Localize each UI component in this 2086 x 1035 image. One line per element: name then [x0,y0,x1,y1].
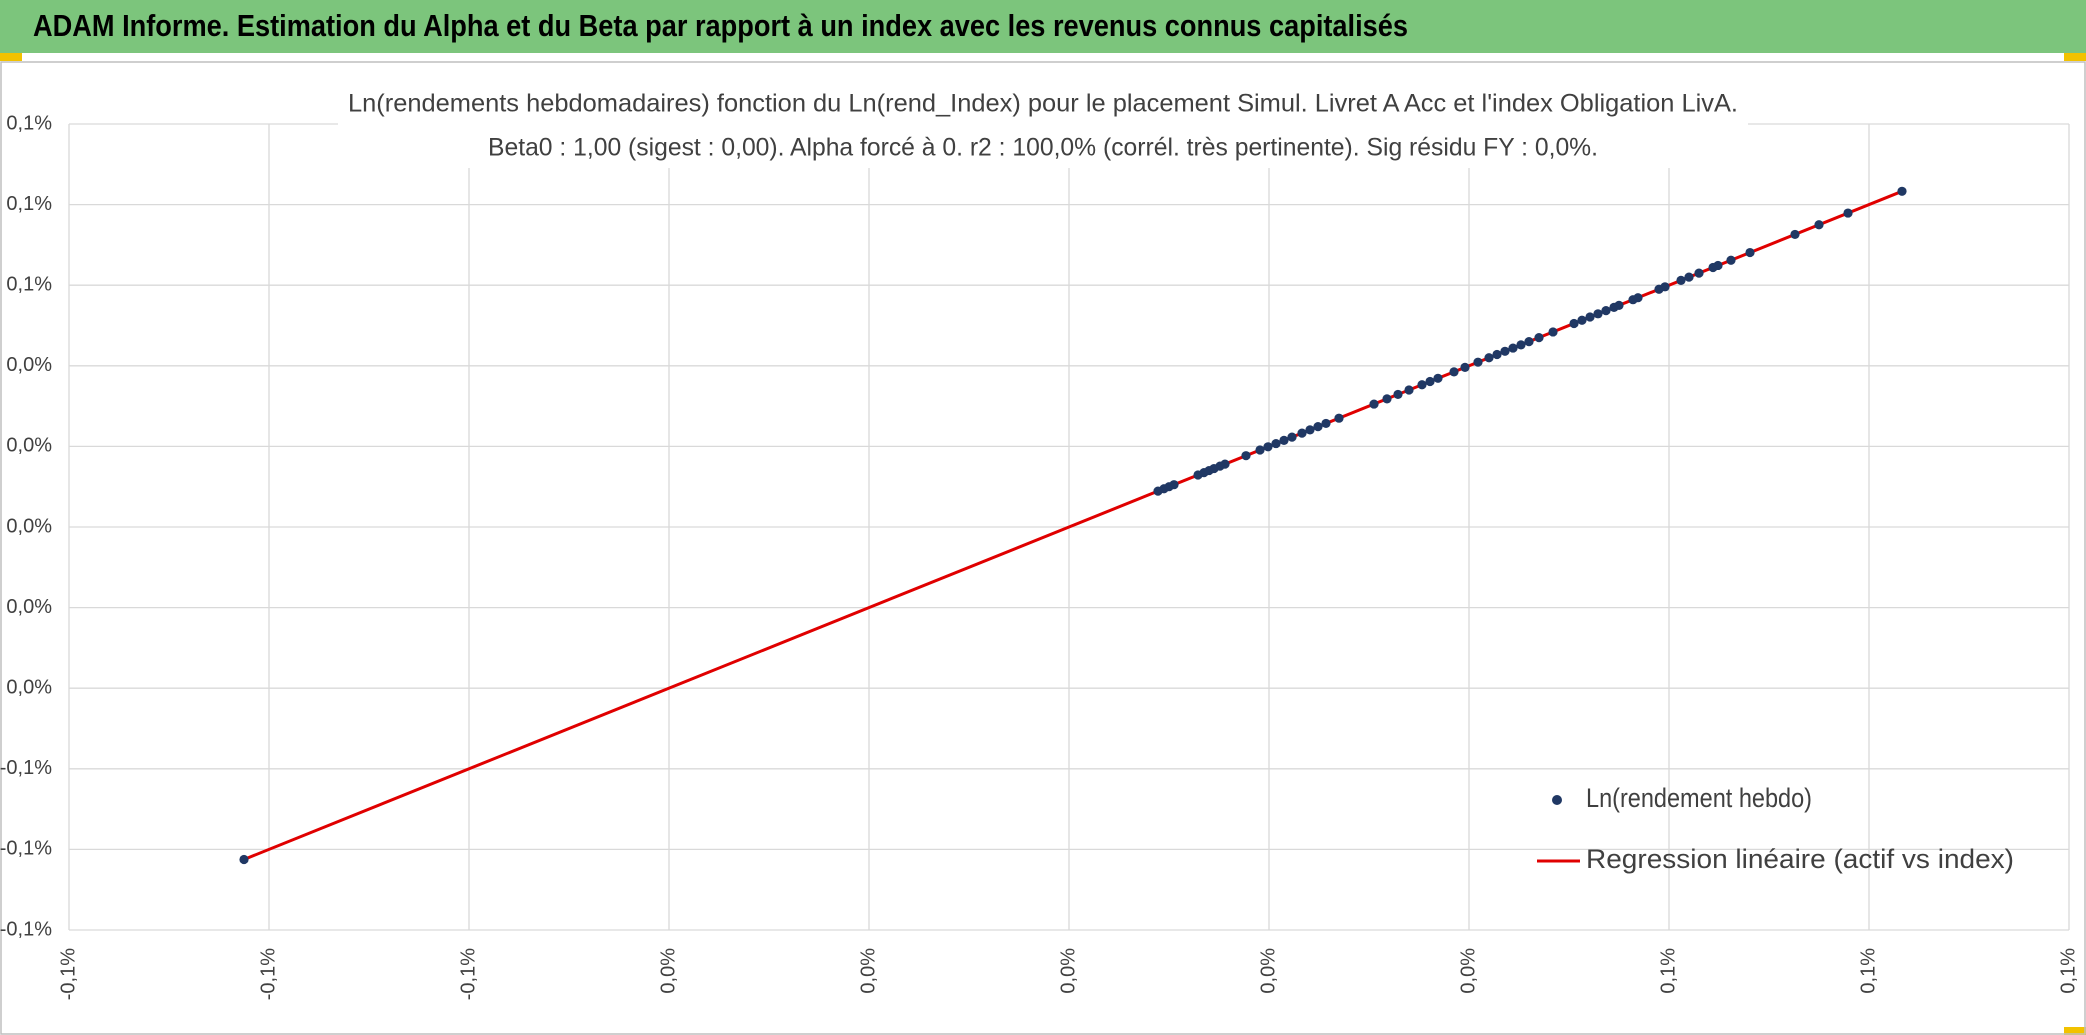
y-tick-label: 0,0% [6,435,52,457]
corner [2064,1027,2086,1035]
data-point [1593,309,1603,319]
data-point [1460,362,1470,373]
x-tick-label: 0,0% [1057,948,1079,994]
data-point [1726,255,1736,265]
data-point [1790,229,1800,240]
x-tick-label: 0,1% [1857,948,1879,994]
data-point [1684,272,1694,282]
data-point [1676,275,1686,285]
header-title: ADAM Informe. Estimation du Alpha et du … [33,8,1408,43]
data-point [1601,305,1611,316]
data-point [1633,293,1643,303]
x-tick-label: 0,0% [657,948,679,994]
data-point [1843,208,1853,218]
x-tick-label: 0,0% [857,948,879,994]
chart-subtitle: Beta0 : 1,00 (sigest : 0,00). Alpha forc… [488,134,1598,162]
data-point [1241,451,1251,461]
data-point [1297,428,1307,438]
x-tick-label: -0,1% [257,948,279,1000]
plot: -0,1%-0,1%-0,1%0,0%0,0%0,0%0,0%0,0%0,1%0… [0,112,2079,1000]
data-point [1745,247,1755,258]
y-tick-label: 0,0% [6,354,52,376]
legend-swatch [1552,795,1562,805]
data-point [1585,312,1595,322]
y-tick-label: 0,0% [6,676,52,698]
data-point [1271,438,1281,449]
y-tick-label: 0,0% [6,515,52,537]
y-tick-label: -0,1% [0,918,52,940]
title-backdrop [338,88,1748,168]
data-point [1382,394,1392,404]
chart-frame [0,61,2086,1035]
data-point [1169,480,1179,490]
data-point [1577,315,1587,325]
x-tick-label: 0,0% [1257,948,1279,994]
data-point [1255,445,1265,455]
x-tick-label: -0,1% [457,948,479,1000]
data-point [1473,357,1483,367]
data-point [1614,300,1624,310]
regression-line [243,189,1903,861]
data-point [239,854,249,865]
data-point [1287,432,1297,442]
y-tick-label: -0,1% [0,757,52,779]
data-point [1404,385,1414,395]
data-point [1369,399,1379,409]
legend-label: Ln(rendement hebdo) [1586,783,1812,813]
y-tick-label: 0,1% [6,112,52,134]
y-tick-label: 0,1% [6,193,52,215]
corner [2064,53,2086,61]
data-point [1713,260,1723,271]
data-point [1694,268,1704,278]
y-tick-label: 0,1% [6,273,52,295]
data-point [1524,337,1534,347]
data-point [1417,380,1427,390]
y-tick-label: 0,0% [6,596,52,618]
data-point [1279,435,1289,445]
corner [0,53,22,61]
data-point [1433,373,1443,383]
x-tick-label: -0,1% [57,948,79,1000]
data-point [1516,340,1526,350]
x-tick-label: 0,1% [1657,948,1679,994]
data-point [1534,332,1544,343]
data-point [1500,346,1510,356]
data-point [1263,442,1273,452]
data-point [1393,389,1403,400]
x-tick-label: 0,1% [2057,948,2079,994]
legend-label: Regression linéaire (actif vs index) [1586,844,2014,874]
data-point [1449,367,1459,377]
y-tick-label: -0,1% [0,838,52,860]
data-point [1425,376,1435,387]
data-point [1220,459,1230,469]
data-point [1484,353,1494,363]
data-point [1492,349,1502,360]
x-tick-label: 0,0% [1457,948,1479,994]
data-point [1313,422,1323,432]
header-bar [0,0,2086,53]
data-point [1305,425,1315,435]
data-point [1334,413,1344,423]
data-point [1897,186,1907,196]
data-point [1814,220,1824,230]
data-point [1548,327,1558,337]
data-point [1321,418,1331,429]
data-point [1508,343,1518,353]
data-point [1660,282,1670,292]
chart-title: Ln(rendements hebdomadaires) fonction du… [348,90,1738,118]
data-point [1569,318,1579,329]
